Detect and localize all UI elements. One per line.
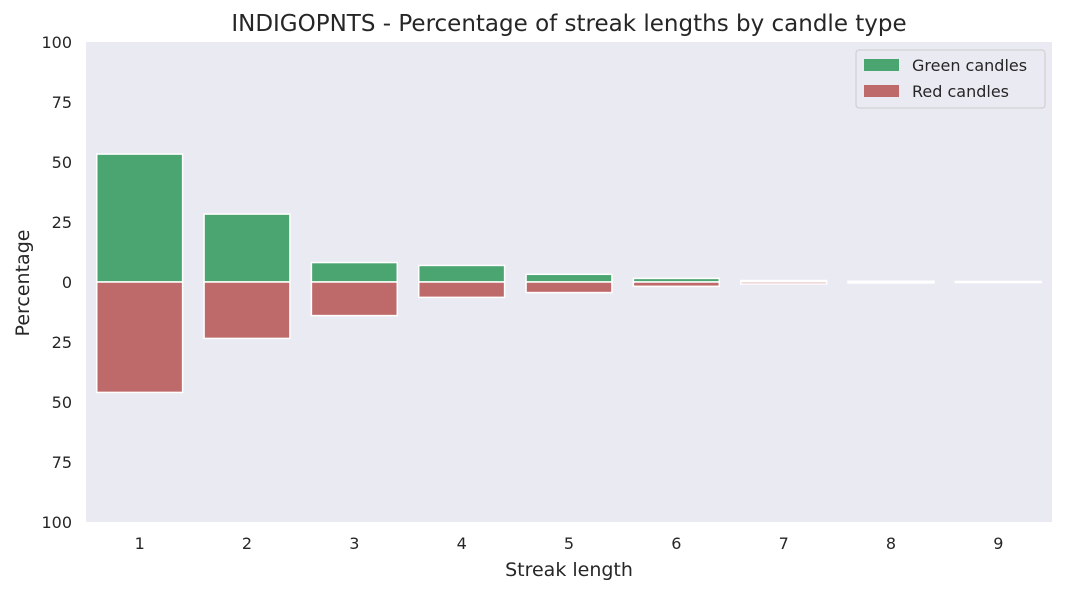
legend: Green candles Red candles bbox=[855, 49, 1046, 109]
x-tick-9: 9 bbox=[993, 534, 1003, 553]
x-tick-3: 3 bbox=[349, 534, 359, 553]
x-tick-5: 5 bbox=[564, 534, 574, 553]
red-bar-4 bbox=[417, 281, 506, 299]
red-bar-8 bbox=[847, 281, 935, 284]
legend-swatch-red bbox=[864, 85, 899, 97]
ticks-layer: 1 2 3 4 5 6 7 8 9 100 75 50 25 0 25 50 75 100 bbox=[41, 33, 1003, 553]
y-tick-2: 50 bbox=[52, 153, 72, 172]
red-bar-5 bbox=[525, 281, 613, 294]
green-bar-5 bbox=[525, 273, 613, 283]
y-axis-label: Percentage bbox=[12, 230, 34, 337]
red-bar-9 bbox=[954, 281, 1043, 284]
y-tick-4: 0 bbox=[62, 273, 72, 292]
y-tick-1: 75 bbox=[52, 93, 72, 112]
y-tick-3: 25 bbox=[52, 213, 72, 232]
x-tick-4: 4 bbox=[457, 534, 467, 553]
x-tick-7: 7 bbox=[779, 534, 789, 553]
x-tick-8: 8 bbox=[886, 534, 896, 553]
x-tick-1: 1 bbox=[135, 534, 145, 553]
chart-title: INDIGOPNTS - Percentage of streak length… bbox=[231, 11, 906, 37]
y-tick-7: 75 bbox=[52, 453, 72, 472]
y-tick-5: 25 bbox=[52, 333, 72, 352]
x-axis-label: Streak length bbox=[505, 559, 633, 581]
bars-layer bbox=[95, 153, 1043, 394]
legend-swatch-green bbox=[864, 59, 899, 71]
green-bar-2 bbox=[203, 213, 291, 283]
red-bar-2 bbox=[203, 281, 291, 340]
y-tick-6: 50 bbox=[52, 393, 72, 412]
legend-box bbox=[855, 49, 1046, 109]
red-bar-1 bbox=[95, 281, 184, 394]
x-tick-2: 2 bbox=[242, 534, 252, 553]
red-bar-6 bbox=[632, 281, 721, 288]
x-tick-6: 6 bbox=[671, 534, 681, 553]
green-bar-4 bbox=[417, 264, 506, 283]
red-bar-7 bbox=[739, 281, 828, 285]
green-bar-1 bbox=[95, 153, 184, 283]
y-tick-0: 100 bbox=[41, 33, 72, 52]
legend-label-red: Red candles bbox=[912, 82, 1009, 101]
legend-label-green: Green candles bbox=[912, 56, 1027, 75]
green-bar-3 bbox=[310, 261, 399, 283]
y-tick-8: 100 bbox=[41, 513, 72, 532]
red-bar-3 bbox=[310, 281, 399, 317]
